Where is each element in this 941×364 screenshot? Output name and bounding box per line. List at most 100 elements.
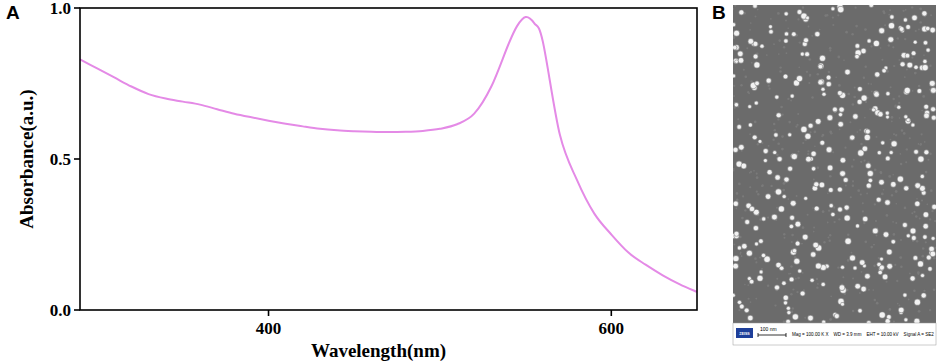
texture-grain (933, 289, 936, 292)
nanoparticle (872, 108, 875, 111)
texture-grain (851, 252, 853, 254)
nanoparticle-halo (922, 11, 928, 17)
nanoparticle (805, 134, 810, 139)
texture-grain (754, 121, 757, 124)
texture-grain (733, 244, 735, 246)
nanoparticle-halo (784, 32, 789, 37)
nanoparticle-halo (778, 206, 785, 213)
nanoparticle (787, 311, 790, 314)
texture-grain (862, 210, 864, 212)
nanoparticle-halo (904, 317, 908, 321)
texture-grain (860, 161, 862, 163)
nanoparticle (845, 239, 850, 244)
nanoparticle-halo (810, 278, 815, 283)
nanoparticle (912, 15, 917, 20)
texture-grain (735, 208, 737, 210)
nanoparticle (777, 157, 781, 161)
nanoparticle (850, 135, 854, 139)
nanoparticle-halo (779, 266, 784, 271)
nanoparticle-halo (749, 206, 755, 212)
texture-grain (809, 75, 811, 77)
texture-grain (759, 256, 761, 258)
nanoparticle-halo (872, 228, 878, 234)
nanoparticle (775, 175, 779, 179)
nanoparticle (886, 92, 889, 95)
texture-grain (761, 185, 763, 187)
nanoparticle-halo (754, 81, 759, 86)
texture-grain (888, 14, 890, 16)
texture-grain (733, 170, 734, 172)
nanoparticle-halo (922, 235, 927, 240)
nanoparticle-halo (867, 170, 873, 176)
nanoparticle-halo (931, 115, 936, 120)
info-text: WD = 3.9 mm (834, 332, 862, 337)
nanoparticle (924, 113, 929, 118)
texture-grain (901, 129, 904, 132)
nanoparticle-halo (837, 90, 842, 95)
nanoparticle-halo (769, 29, 774, 34)
nanoparticle (878, 151, 881, 154)
nanoparticle-halo (889, 150, 893, 154)
nanoparticle-halo (930, 107, 936, 113)
nanoparticle-halo (754, 101, 759, 106)
nanoparticle (784, 177, 788, 181)
nanoparticle-halo (857, 86, 862, 91)
nanoparticle (886, 112, 889, 115)
nanoparticle (811, 279, 814, 282)
nanoparticle (921, 274, 924, 277)
texture-grain (865, 66, 867, 68)
nanoparticle-halo (741, 163, 747, 169)
texture-grain (838, 84, 841, 87)
texture-grain (868, 83, 870, 85)
nanoparticle (904, 186, 908, 190)
texture-grain (817, 73, 820, 76)
texture-grain (779, 70, 782, 73)
nanoparticle (875, 72, 879, 76)
nanoparticle (735, 60, 738, 63)
nanoparticle (886, 319, 890, 323)
texture-grain (860, 193, 862, 195)
nanoparticle-halo (878, 270, 883, 275)
nanoparticle (861, 287, 866, 292)
texture-grain (886, 281, 888, 283)
texture-grain (832, 16, 834, 18)
nanoparticle-halo (913, 40, 917, 44)
texture-grain (736, 192, 739, 195)
nanoparticle-halo (861, 286, 867, 292)
nanoparticle-halo (866, 320, 871, 323)
texture-grain (921, 133, 923, 135)
nanoparticle (820, 56, 825, 61)
nanoparticle-halo (787, 310, 792, 315)
nanoparticle-halo (911, 51, 916, 56)
texture-grain (812, 207, 814, 209)
texture-grain (921, 255, 924, 258)
texture-grain (911, 6, 913, 8)
nanoparticle-halo (820, 140, 825, 145)
nanoparticle-halo (868, 178, 873, 183)
texture-grain (827, 192, 829, 194)
nanoparticle (738, 246, 741, 249)
nanoparticle (786, 320, 790, 323)
info-text: EHT = 10.00 kV (867, 332, 900, 337)
nanoparticle-halo (905, 118, 911, 124)
nanoparticle-halo (790, 94, 795, 99)
nanoparticle-halo (818, 63, 824, 69)
texture-grain (795, 126, 797, 128)
nanoparticle (769, 25, 772, 28)
nanoparticle-halo (910, 228, 916, 234)
nanoparticle (811, 252, 816, 257)
nanoparticle-halo (814, 31, 820, 37)
nanoparticle-halo (752, 135, 757, 140)
nanoparticle (748, 316, 753, 321)
nanoparticle-halo (790, 200, 796, 206)
nanoparticle (886, 116, 889, 119)
nanoparticle-halo (879, 257, 883, 261)
nanoparticle (820, 141, 824, 145)
panel-label: B (712, 2, 726, 23)
nanoparticle (784, 75, 788, 79)
nanoparticle-halo (748, 123, 753, 128)
nanoparticle (926, 48, 929, 51)
nanoparticle-halo (840, 265, 844, 269)
plot-frame (80, 8, 697, 310)
nanoparticle-halo (930, 251, 936, 257)
